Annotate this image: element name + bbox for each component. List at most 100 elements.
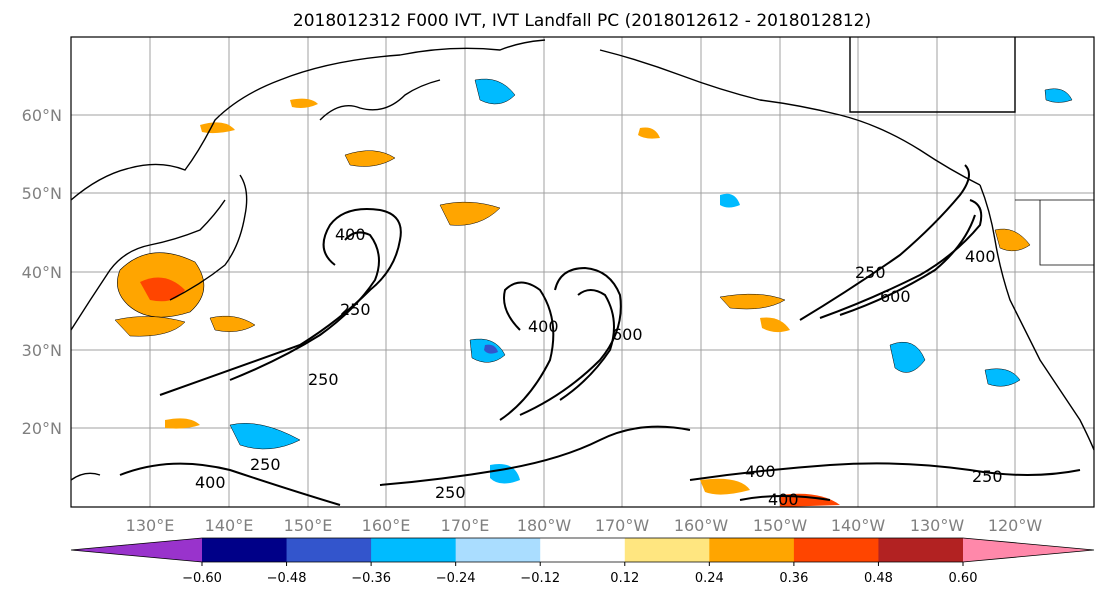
lat-label-60n: 60°N — [22, 106, 62, 125]
contour-label-400-se: 400 — [745, 462, 776, 481]
contour-250-gulf — [799, 164, 970, 321]
positive-patch-ne2 — [760, 317, 790, 333]
contour-250-mid — [499, 281, 555, 421]
colorbar-segment — [286, 538, 372, 562]
contour-400-west — [229, 231, 380, 381]
lon-label-130w: 130°W — [910, 516, 965, 535]
lon-label-140w: 140°W — [831, 516, 886, 535]
colorbar-tick-label: −0.24 — [436, 571, 476, 586]
negative-patch-east — [889, 341, 926, 373]
negative-anomaly-patches — [229, 78, 1073, 484]
contour-label-400-kuril: 400 — [335, 225, 366, 244]
longitude-labels: 130°E 140°E 150°E 160°E 170°E 180°W 170°… — [126, 516, 1043, 535]
lat-label-30n: 30°N — [22, 341, 62, 360]
colorbar-tick-label: 0.24 — [695, 571, 724, 586]
negative-core-central — [484, 344, 498, 354]
colorbar: −0.60 −0.48 −0.36 −0.24 −0.12 0.12 0.24 0.36 0.4… — [70, 537, 1095, 586]
colorbar-extend-high — [963, 538, 1094, 562]
lat-label-20n: 20°N — [22, 419, 62, 438]
positive-patch-midpac — [439, 201, 501, 226]
contour-label-250-gulf: 250 — [855, 263, 886, 282]
contour-400-se — [739, 495, 831, 501]
colorbar-extend-low — [71, 538, 202, 562]
lon-label-150w: 150°W — [753, 516, 808, 535]
coastlines — [70, 37, 1095, 481]
positive-patch-south — [165, 418, 200, 429]
coast-asia-north — [70, 39, 546, 201]
coast-asia-east — [70, 199, 226, 331]
contour-labels: 250 250 250 250 250 400 400 400 400 400 … — [195, 225, 1003, 509]
colorbar-tick-label: 0.12 — [610, 571, 639, 586]
contour-label-250-west: 250 — [308, 370, 339, 389]
positive-patch-honshu — [209, 315, 256, 332]
negative-patch-bering — [474, 78, 516, 105]
contour-label-400-mid: 400 — [528, 317, 559, 336]
canada-border — [849, 37, 1016, 113]
contour-label-250-kuril: 250 — [340, 300, 371, 319]
coast-north-america-west — [979, 184, 1095, 451]
lon-label-180w: 180°W — [517, 516, 572, 535]
negative-patch-south — [229, 423, 301, 450]
negative-patch-tropics — [490, 464, 520, 484]
positive-patch-oregon — [994, 228, 1031, 252]
colorbar-tick-label: −0.48 — [267, 571, 307, 586]
contour-label-600-mid: 600 — [612, 325, 643, 344]
positive-patch-ne — [719, 293, 786, 310]
lat-label-50n: 50°N — [22, 184, 62, 203]
map-frame — [70, 36, 1095, 508]
colorbar-segment — [878, 538, 964, 562]
contour-label-250-east: 250 — [972, 467, 1003, 486]
coast-japan — [169, 174, 248, 301]
lon-label-160e: 160°E — [362, 516, 411, 535]
strong-patch-japan — [140, 277, 185, 302]
coast-philippines — [70, 472, 101, 481]
colorbar-tick-label: −0.60 — [182, 571, 222, 586]
colorbar-segment — [455, 538, 541, 562]
colorbar-segment — [709, 538, 795, 562]
contour-400-gulf — [819, 199, 983, 319]
contour-label-400-sw: 400 — [195, 473, 226, 492]
contour-label-400-gulf: 400 — [965, 247, 996, 266]
positive-patch-kamchatka — [344, 150, 396, 167]
lon-label-150e: 150°E — [284, 516, 333, 535]
ivt-contours — [119, 164, 1081, 506]
negative-patch-gulf — [720, 193, 740, 208]
contour-label-600-gulf: 600 — [880, 287, 911, 306]
colorbar-tick-label: 0.48 — [864, 571, 893, 586]
positive-patch-okhotsk — [290, 98, 318, 108]
positive-patch-aleutian — [638, 127, 660, 139]
colorbar-segment — [202, 538, 288, 562]
colorbar-tick-label: 0.60 — [949, 571, 978, 586]
colorbar-segment — [540, 538, 626, 562]
lat-label-40n: 40°N — [22, 263, 62, 282]
colorbar-segment — [624, 538, 710, 562]
colorbar-tick-label: −0.36 — [351, 571, 391, 586]
lon-label-170e: 170°E — [441, 516, 490, 535]
coast-alaska — [599, 49, 981, 186]
colorbar-tick-label: 0.36 — [779, 571, 808, 586]
contour-label-250-south: 250 — [250, 455, 281, 474]
contour-250-west — [159, 208, 402, 396]
negative-patch-canada — [1044, 88, 1073, 103]
lon-label-160w: 160°W — [674, 516, 729, 535]
contour-label-250-bottom: 250 — [435, 483, 466, 502]
positive-patch-korea — [114, 316, 186, 337]
map-panel: 250 250 250 250 250 400 400 400 400 400 … — [70, 36, 1095, 509]
graticule — [71, 37, 1094, 507]
positive-patch-tropics — [700, 478, 750, 495]
latitude-labels: 60°N 50°N 40°N 30°N 20°N — [22, 106, 62, 438]
contour-250-south — [379, 425, 691, 486]
coast-kamchatka — [319, 79, 441, 121]
lon-label-130e: 130°E — [126, 516, 175, 535]
lon-label-120w: 120°W — [988, 516, 1043, 535]
contour-600-gulf — [839, 214, 976, 316]
state-borders — [1015, 199, 1094, 266]
contour-250-east — [689, 462, 1081, 481]
contour-label-400-se2: 400 — [768, 490, 799, 509]
map-title: 2018012312 F000 IVT, IVT Landfall PC (20… — [293, 11, 871, 31]
colorbar-tick-label: −0.12 — [520, 571, 560, 586]
contour-400-mid — [519, 266, 622, 416]
colorbar-segment — [371, 538, 457, 562]
contour-600-mid — [559, 289, 615, 401]
